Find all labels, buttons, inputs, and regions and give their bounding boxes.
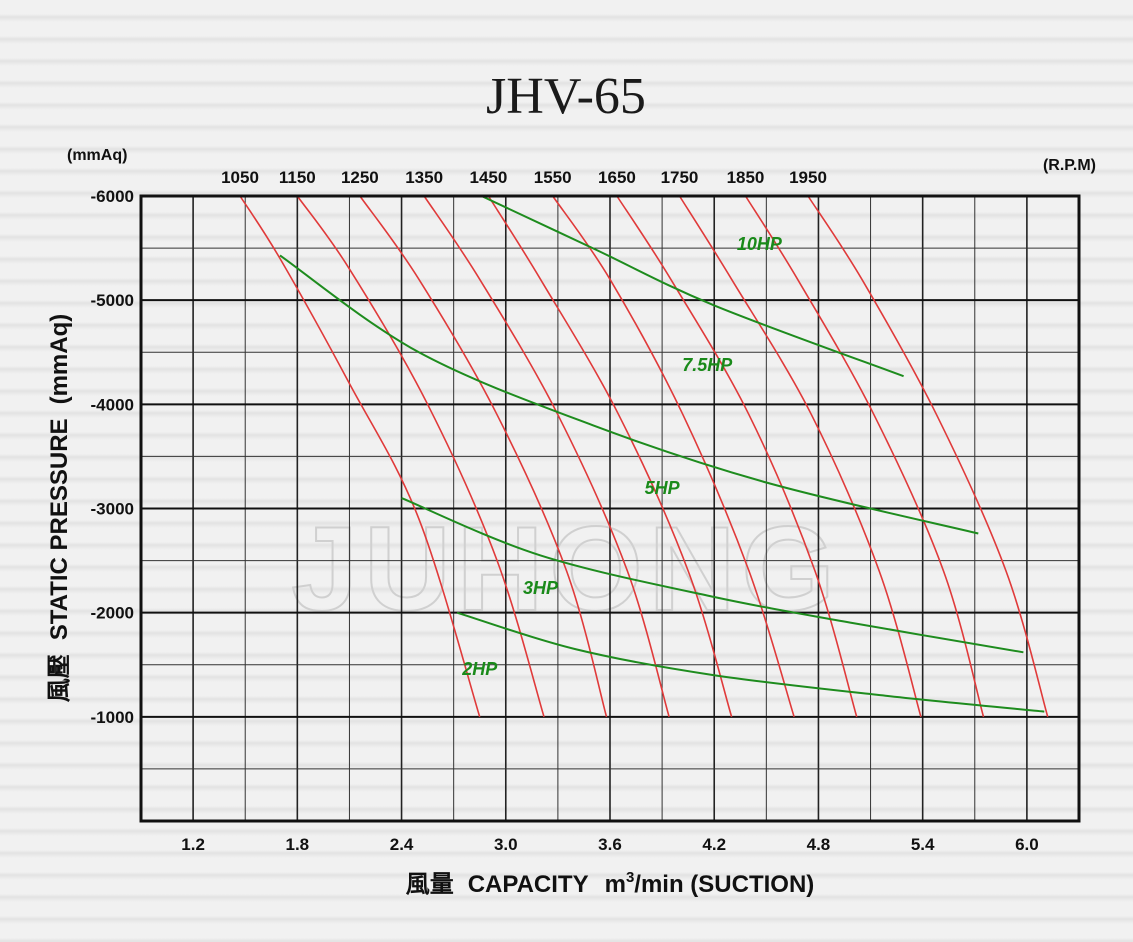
rpm-label-1750: 1750 [661,168,699,187]
x-tick-label: 3.6 [598,835,622,854]
x-axis-unit-sup: 3 [626,869,634,886]
watermark-text: JUHONG [291,502,840,636]
x-axis-label: 風量 CAPACITY m3/min (SUCTION) [406,869,815,898]
y-tick-label: -4000 [91,395,134,414]
y-tick-label: -2000 [91,604,134,623]
x-tick-label: 4.2 [702,835,726,854]
watermark-layer: JUHONG [290,501,840,637]
y-axis-label-cjk: 風壓 [46,654,73,702]
x-axis-label-cjk: 風量 [406,871,454,898]
rpm-curve-1650 [616,195,858,718]
y-axis-label-text: STATIC PRESSURE [46,418,73,640]
rpm-label-1450: 1450 [469,168,507,187]
hp-label-7.5HP: 7.5HP [682,355,733,375]
rpm-curve-1450 [487,195,733,718]
x-tick-label: 1.8 [286,835,310,854]
hp-curves-layer: 10HP 7.5HP 5HP 3HP 2HP [279,195,1045,713]
rpm-label-1950: 1950 [789,168,827,187]
rpm-curve-1850 [744,195,985,718]
x-tick-label: 4.8 [807,835,831,854]
y-axis-label: 風壓 STATIC PRESSURE (mmAq) [46,314,73,702]
x-tick-label: 1.2 [181,835,205,854]
rpm-curve-1350 [423,195,670,718]
x-axis-unit-rest: /min (SUCTION) [634,871,814,898]
hp-curve-10HP [481,195,904,378]
rpm-label-1350: 1350 [405,168,443,187]
rpm-curve-1950 [807,195,1049,718]
grid-layer [141,196,1079,821]
rpm-label-1250: 1250 [341,168,379,187]
rpm-label-1850: 1850 [727,168,765,187]
y-tick-label: -5000 [91,291,134,310]
y-axis-unit: (mmAq) [46,314,73,405]
rpm-curve-1250 [359,195,608,718]
y-tick-label: -1000 [91,708,134,727]
x-tick-label: 2.4 [390,835,414,854]
rpm-label-1050: 1050 [221,168,259,187]
hp-label-10HP: 10HP [737,234,783,254]
rpm-unit: (R.P.M) [1043,157,1096,174]
rpm-label-1550: 1550 [534,168,572,187]
y-tick-label: -3000 [91,500,134,519]
chart-title: JHV-65 [486,68,646,125]
hp-label-5HP: 5HP [645,478,681,498]
hp-label-3HP: 3HP [523,578,559,598]
rpm-curve-1550 [552,195,795,718]
x-tick-label: 6.0 [1015,835,1039,854]
y-tick-label: -6000 [91,187,134,206]
rpm-curves-layer: 1050 1150 1250 1350 1450 1550 1650 1750 1850 1950 [221,168,1049,718]
x-axis-label-text: CAPACITY [468,871,589,898]
hp-curve-3HP [456,611,1045,713]
x-tick-label: 3.0 [494,835,518,854]
hp-curve-7.5HP [279,254,979,535]
rpm-label-1650: 1650 [598,168,636,187]
rpm-label-1150: 1150 [279,168,316,187]
hp-label-2HP: 2HP [461,659,498,679]
x-tick-label: 5.4 [911,835,935,854]
ticks-layer: 1.2 1.8 2.4 3.0 3.6 4.2 4.8 5.4 6.0 -1000 -2000 -30… [91,187,1039,854]
x-axis-unit-base: m [605,871,626,898]
rpm-curve-1050 [239,195,481,718]
hp-curve-5HP [401,497,1024,654]
plot-frame [139,194,1081,823]
y-unit-top: (mmAq) [67,147,127,164]
rpm-curve-1750 [678,195,922,718]
rpm-curve-1150 [296,195,545,718]
